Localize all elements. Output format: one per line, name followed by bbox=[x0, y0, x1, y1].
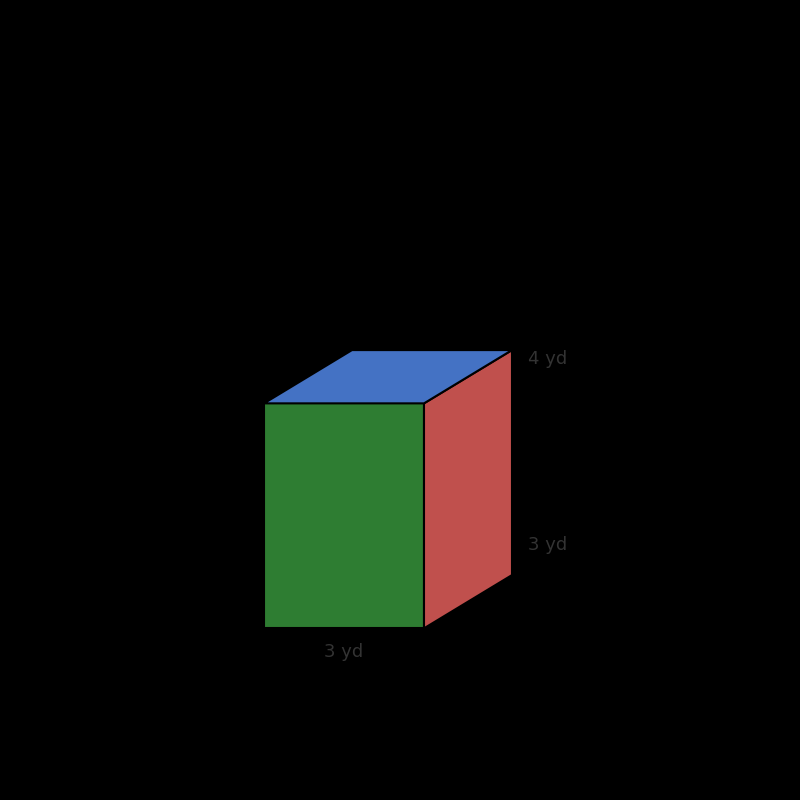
Polygon shape bbox=[264, 403, 424, 628]
Text: Find the surface area of the rectangular prism.: Find the surface area of the rectangular… bbox=[20, 238, 575, 258]
Polygon shape bbox=[424, 350, 512, 628]
Text: 3 yd: 3 yd bbox=[324, 643, 364, 661]
Text: 3 yd: 3 yd bbox=[528, 537, 567, 554]
Polygon shape bbox=[264, 350, 512, 403]
Text: 4 yd: 4 yd bbox=[528, 350, 567, 368]
